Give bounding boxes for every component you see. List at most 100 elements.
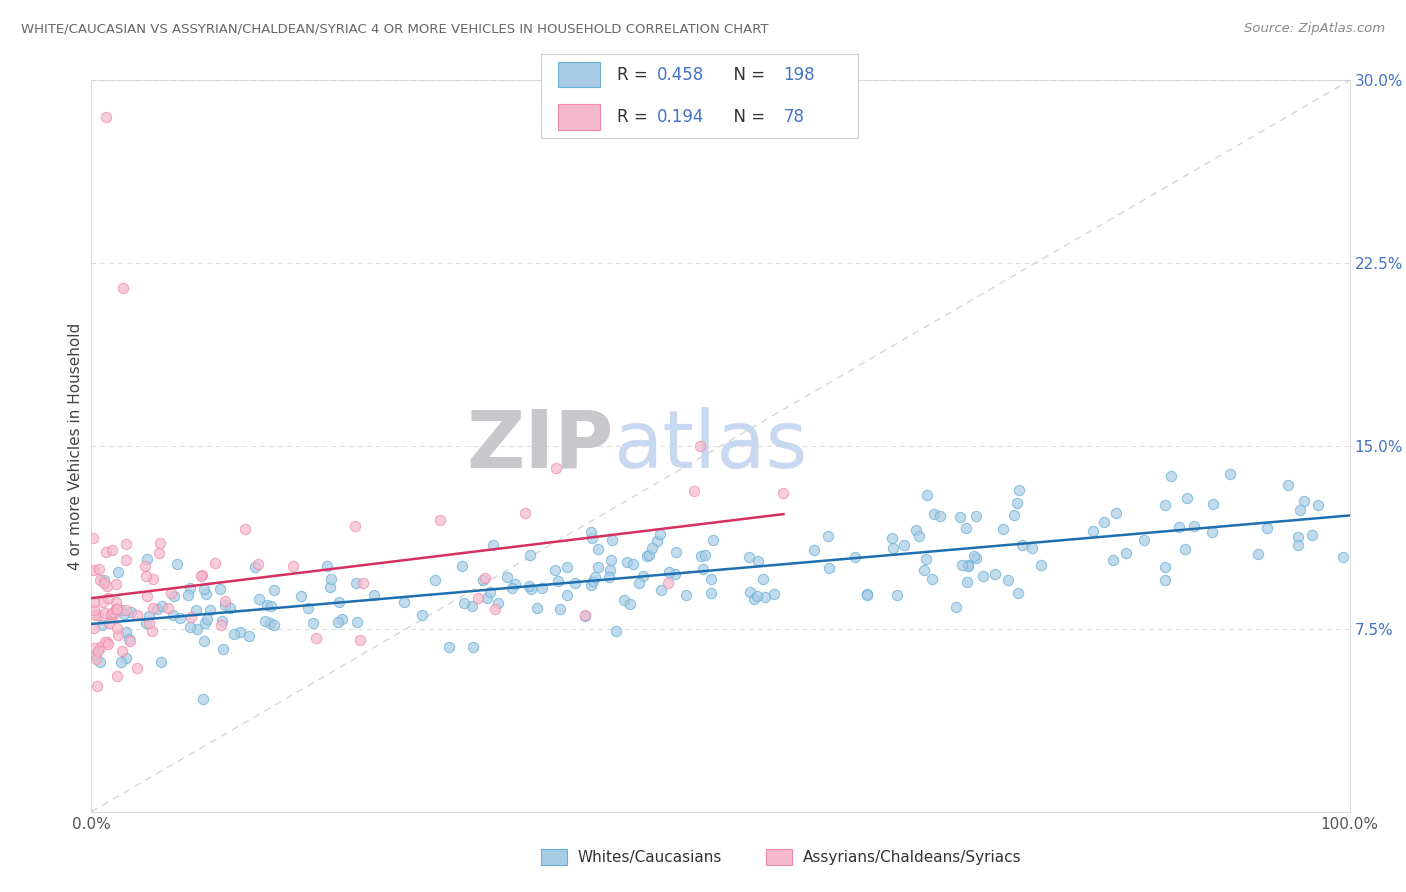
Point (302, 615, 325, 630)
Point (135, 552, 157, 566)
Point (142, 600, 165, 615)
Point (429, 513, 451, 527)
Point (349, 632, 371, 647)
Point (243, 559, 266, 574)
Point (956, 575, 979, 590)
Point (754, 590, 776, 604)
Point (96, 579, 118, 593)
Point (247, 592, 270, 607)
Point (224, 627, 246, 641)
Point (548, 601, 571, 615)
Point (665, 545, 688, 559)
Point (141, 624, 163, 638)
Point (111, 644, 134, 658)
Point (912, 563, 935, 577)
Point (437, 640, 460, 655)
Point (929, 508, 952, 523)
Point (186, 603, 208, 617)
Text: 198: 198 (783, 66, 814, 84)
Point (450, 558, 472, 573)
Point (1286, 538, 1309, 552)
Point (1177, 491, 1199, 505)
Point (121, 605, 143, 619)
Point (94, 635, 117, 649)
Point (125, 608, 148, 623)
Point (664, 566, 686, 581)
Point (218, 601, 240, 615)
Point (955, 520, 977, 534)
Point (583, 569, 606, 583)
Point (922, 508, 945, 522)
Point (235, 522, 257, 536)
Text: N =: N = (723, 66, 770, 84)
Point (204, 556, 226, 570)
Point (118, 632, 141, 646)
Point (83, 620, 105, 634)
Point (315, 559, 337, 574)
Point (179, 581, 201, 595)
Point (1292, 493, 1315, 508)
Point (112, 607, 135, 621)
Point (1002, 508, 1025, 522)
Point (191, 568, 214, 582)
Point (519, 579, 541, 593)
Text: 78: 78 (783, 108, 804, 126)
Point (963, 549, 986, 564)
Text: R =: R = (617, 108, 654, 126)
Point (115, 650, 138, 665)
Point (751, 572, 773, 586)
Point (84, 648, 107, 662)
Text: Source: ZipAtlas.com: Source: ZipAtlas.com (1244, 22, 1385, 36)
Point (162, 608, 184, 623)
Point (100, 542, 122, 557)
Point (579, 524, 602, 539)
Point (882, 541, 904, 555)
Text: 0.194: 0.194 (657, 108, 704, 126)
Point (478, 584, 501, 599)
Point (997, 573, 1019, 587)
Point (83, 595, 105, 609)
Point (94, 606, 117, 620)
Point (114, 625, 136, 640)
Point (138, 616, 160, 631)
Point (763, 587, 786, 601)
Point (1167, 519, 1189, 533)
Point (297, 600, 319, 615)
Point (214, 594, 236, 608)
Point (392, 594, 415, 608)
Point (105, 621, 128, 635)
Text: atlas: atlas (613, 407, 808, 485)
Point (1008, 483, 1031, 497)
Point (290, 589, 312, 603)
Point (319, 572, 342, 586)
Point (186, 622, 208, 636)
Point (949, 509, 972, 524)
Point (212, 642, 235, 657)
Point (856, 587, 879, 601)
Point (474, 570, 496, 584)
Point (1202, 497, 1225, 511)
Point (1081, 524, 1104, 538)
Point (1219, 467, 1241, 481)
Point (740, 585, 762, 599)
Point (238, 629, 260, 643)
Point (103, 607, 125, 621)
Point (263, 582, 285, 597)
Point (484, 602, 506, 616)
Point (93, 576, 115, 591)
Point (636, 549, 658, 564)
Point (89, 655, 111, 669)
Point (818, 561, 841, 575)
Point (520, 582, 543, 596)
Point (737, 549, 759, 564)
Point (658, 565, 681, 579)
Point (115, 603, 138, 617)
Point (950, 558, 973, 572)
Point (613, 593, 636, 607)
Point (1174, 542, 1197, 557)
Point (97, 591, 120, 605)
Point (513, 507, 536, 521)
Point (880, 531, 903, 545)
Point (1133, 533, 1156, 547)
Point (107, 628, 129, 642)
